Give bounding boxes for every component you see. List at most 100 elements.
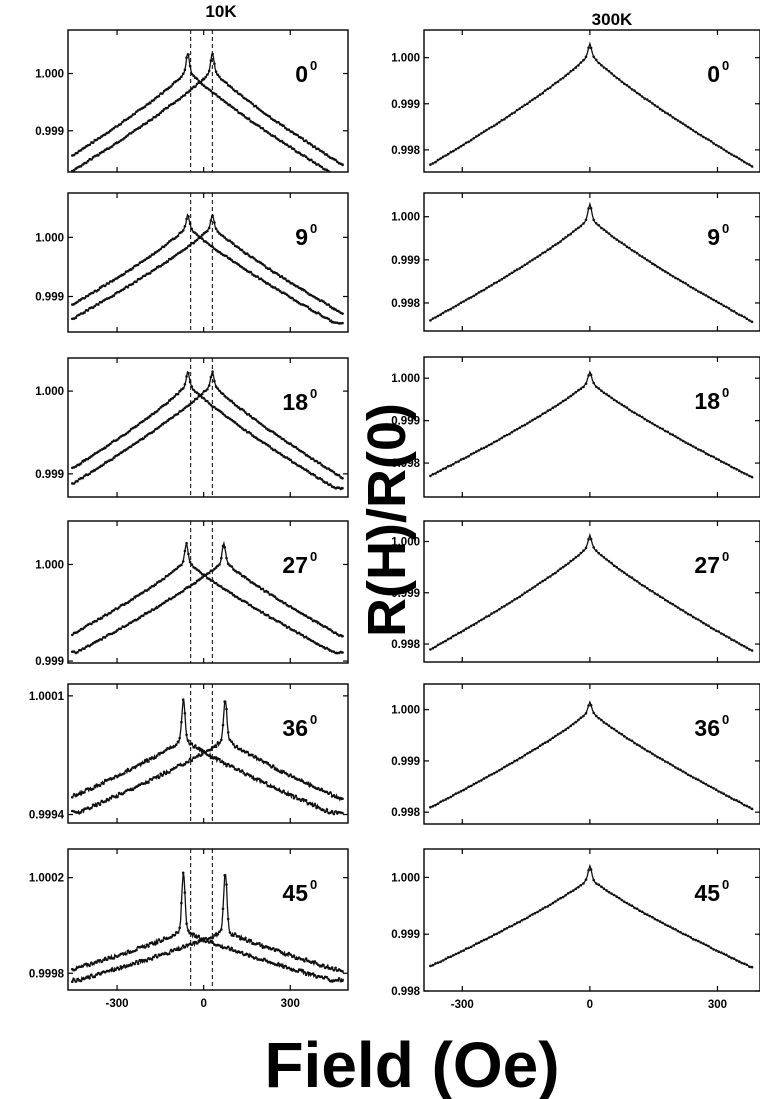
data-point — [572, 230, 575, 233]
data-point — [692, 445, 695, 448]
data-point — [508, 114, 511, 117]
data-point — [490, 612, 493, 615]
data-point — [163, 771, 166, 774]
plot-frame — [68, 358, 348, 497]
data-point — [293, 797, 296, 800]
data-point — [81, 965, 84, 968]
data-point — [184, 946, 187, 949]
data-point — [672, 603, 675, 606]
data-point — [485, 129, 488, 132]
data-point — [664, 923, 667, 926]
data-point — [478, 780, 481, 783]
data-point — [217, 387, 220, 390]
data-point — [434, 962, 437, 965]
data-point — [432, 964, 435, 967]
data-point — [201, 753, 204, 756]
data-point — [649, 751, 652, 754]
data-point — [265, 781, 268, 784]
data-point — [223, 546, 226, 549]
data-point — [720, 951, 723, 954]
data-point — [723, 148, 726, 151]
data-point — [177, 740, 180, 743]
data-point — [450, 464, 453, 467]
data-point — [333, 969, 336, 972]
y-tick-label: 0.999 — [35, 292, 64, 304]
data-point — [605, 393, 608, 396]
data-point — [127, 286, 130, 289]
data-point — [429, 475, 432, 478]
data-point — [723, 633, 726, 636]
data-point — [71, 980, 74, 983]
data-point — [518, 267, 521, 270]
data-point — [249, 939, 252, 942]
data-point — [73, 978, 76, 981]
data-point — [697, 448, 700, 451]
data-point — [109, 797, 112, 800]
data-point — [236, 109, 239, 112]
data-point — [208, 572, 211, 575]
angle-label: 45 — [282, 880, 308, 906]
data-point — [269, 115, 272, 118]
data-point — [232, 402, 235, 405]
data-point — [154, 756, 157, 759]
data-point — [467, 626, 470, 629]
data-point — [227, 918, 230, 921]
data-point — [225, 557, 228, 560]
data-point — [132, 283, 135, 286]
data-point — [506, 275, 509, 278]
data-point — [710, 947, 713, 950]
data-point — [608, 560, 611, 563]
data-point — [633, 89, 636, 92]
data-point — [101, 617, 104, 620]
data-point — [467, 141, 470, 144]
data-point — [101, 638, 104, 641]
data-point — [256, 275, 259, 278]
data-point — [651, 102, 654, 105]
data-point — [547, 905, 550, 908]
data-point — [154, 954, 157, 957]
data-point — [88, 965, 91, 968]
data-point — [529, 751, 532, 754]
data-point — [740, 644, 743, 647]
data-point — [239, 572, 242, 575]
data-point — [434, 472, 437, 475]
data-point — [623, 735, 626, 738]
data-point — [751, 808, 754, 811]
data-point — [659, 595, 662, 598]
data-point — [322, 964, 325, 967]
y-tick-label: 0.9994 — [29, 810, 65, 822]
data-point — [475, 942, 478, 945]
data-point — [452, 306, 455, 309]
data-point — [267, 591, 270, 594]
angle-label: 36 — [694, 715, 720, 741]
data-point — [473, 783, 476, 786]
data-point — [539, 254, 542, 257]
data-point — [720, 146, 723, 149]
data-point — [340, 174, 343, 177]
data-point — [740, 802, 743, 805]
data-point — [649, 260, 652, 263]
data-point — [208, 384, 211, 387]
data-point — [661, 269, 664, 272]
data-point — [152, 430, 155, 433]
data-point — [626, 84, 629, 87]
data-point — [621, 81, 624, 84]
data-point — [341, 635, 344, 638]
data-point — [76, 480, 79, 483]
data-point — [669, 602, 672, 605]
data-point — [547, 740, 550, 743]
data-point — [725, 954, 728, 957]
data-point — [158, 95, 161, 98]
x-tick-label: 300 — [281, 998, 300, 1010]
data-point — [631, 904, 634, 907]
data-point — [554, 735, 557, 738]
data-point — [592, 56, 595, 59]
data-point — [483, 130, 486, 133]
data-point — [516, 109, 519, 112]
data-point — [230, 565, 233, 568]
data-point — [580, 225, 583, 228]
data-point — [664, 430, 667, 433]
data-point — [674, 435, 677, 438]
data-point — [638, 909, 641, 912]
